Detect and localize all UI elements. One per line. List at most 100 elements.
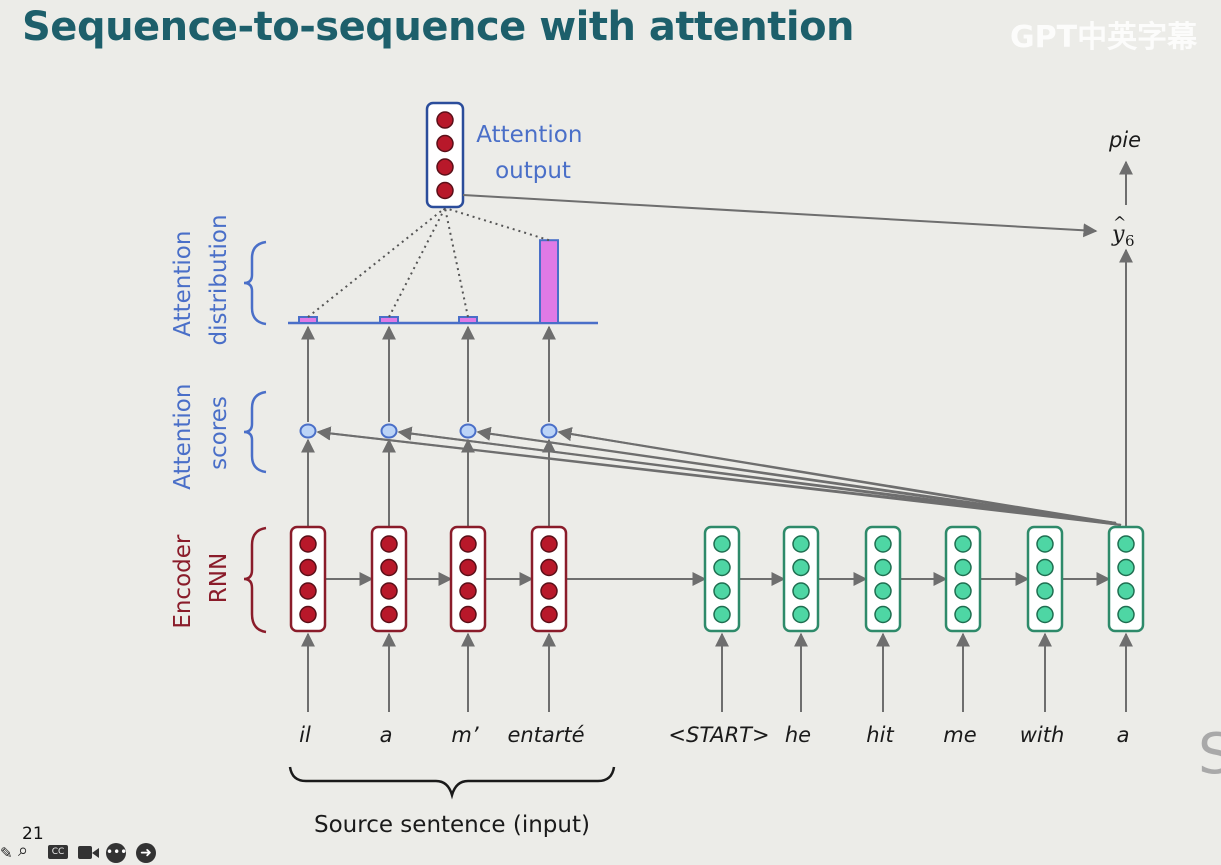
decoder-hidden-state-unit xyxy=(1117,582,1135,600)
source-word: a xyxy=(380,723,393,747)
target-word: <START> xyxy=(668,723,769,747)
decoder-hidden-state-unit xyxy=(1036,558,1054,577)
decoder-hidden-state-unit xyxy=(874,605,892,624)
svg-text:y: y xyxy=(1111,222,1125,247)
presentation-toolbar: ✎ ⌕ CC ••• ➜ xyxy=(0,828,170,863)
encoder-hidden-state-unit xyxy=(380,582,398,600)
attention-score-node xyxy=(540,423,558,439)
attention-scores-brace xyxy=(243,390,267,474)
decoder-hidden-state xyxy=(1107,525,1145,633)
decoder-hidden-state-unit xyxy=(874,535,892,553)
decoder-hidden-state-unit xyxy=(792,605,810,624)
source-word: entarté xyxy=(507,723,584,747)
encoder-hidden-state-unit xyxy=(540,582,558,600)
attention-weighted-sum-line xyxy=(444,207,469,318)
decoder-hidden-state-unit xyxy=(713,582,731,600)
attention-score-node xyxy=(299,423,317,439)
attention-scores-label: Attention scores xyxy=(170,376,232,489)
decoder-hidden-state xyxy=(1026,525,1064,633)
captions-icon[interactable]: CC xyxy=(48,845,68,859)
source-word: il xyxy=(299,723,311,747)
next-slide-edge-letter: S xyxy=(1198,722,1221,787)
output-word: pie xyxy=(1108,128,1141,152)
svg-text:6: 6 xyxy=(1125,232,1135,250)
attention-weighted-sum-line xyxy=(444,207,550,242)
encoder-hidden-state-unit xyxy=(459,558,477,577)
attention-output-vector xyxy=(425,101,465,209)
encoder-hidden-state xyxy=(449,525,487,633)
decoder-hidden-state-unit xyxy=(713,535,731,553)
decoder-hidden-state-unit xyxy=(1036,605,1054,624)
slide-number: 21 xyxy=(22,824,44,844)
attention-output-unit xyxy=(436,181,454,200)
encoder-hidden-state-unit xyxy=(540,535,558,553)
encoder-hidden-state-unit xyxy=(380,605,398,624)
slide-title: Sequence-to-sequence with attention xyxy=(22,4,855,50)
attention-weighted-sum-line xyxy=(307,207,446,318)
target-word: he xyxy=(785,723,811,747)
decoder-hidden-state-unit xyxy=(1117,605,1135,624)
encoder-hidden-state-unit xyxy=(459,605,477,624)
encoder-hidden-state-unit xyxy=(299,605,317,624)
decoder-hidden-state-unit xyxy=(874,558,892,577)
pen-icon[interactable]: ✎ xyxy=(0,844,13,862)
decoder-hidden-state-unit xyxy=(954,558,972,577)
encoder-hidden-state-unit xyxy=(299,582,317,600)
subtitle-watermark: GPT中英字幕 xyxy=(1010,20,1198,55)
encoder-hidden-state xyxy=(530,525,568,633)
attention-weight-bar xyxy=(379,316,399,324)
encoder-hidden-state-unit xyxy=(380,535,398,553)
decoder-hidden-state-unit xyxy=(874,582,892,600)
output-symbol: y ^ 6 xyxy=(1111,213,1135,250)
attention-distribution-label: Attention distribution xyxy=(170,214,232,345)
target-word: me xyxy=(943,723,976,747)
encoder-hidden-state-unit xyxy=(540,605,558,624)
encoder-hidden-state xyxy=(370,525,408,633)
zoom-icon[interactable]: ⌕ xyxy=(18,840,29,861)
encoder-hidden-state-unit xyxy=(380,558,398,577)
attention-score-node xyxy=(459,423,477,439)
source-sentence-label: Source sentence (input) xyxy=(314,812,590,838)
attention-score-node xyxy=(380,423,398,439)
encoder-hidden-state-unit xyxy=(459,582,477,600)
more-icon[interactable]: ••• xyxy=(106,843,127,863)
decoder-hidden-state xyxy=(944,525,982,633)
encoder-hidden-state-unit xyxy=(459,535,477,553)
target-word: a xyxy=(1117,723,1130,747)
decoder-hidden-state-unit xyxy=(792,582,810,600)
attention-weight-bar xyxy=(298,316,318,324)
decoder-hidden-state-unit xyxy=(792,558,810,577)
encoder-hidden-state xyxy=(289,525,327,633)
encoder-hidden-state-unit xyxy=(299,558,317,577)
decoder-to-score-arrow xyxy=(557,427,1122,526)
encoder-rnn-brace xyxy=(243,526,267,634)
attention-weight-bar xyxy=(539,239,559,324)
attention-output-unit xyxy=(436,158,454,176)
decoder-hidden-state xyxy=(864,525,902,633)
decoder-hidden-state-unit xyxy=(954,582,972,600)
target-word: with xyxy=(1020,723,1065,747)
decoder-hidden-state-unit xyxy=(1117,535,1135,553)
attention-output-to-prediction-arrow xyxy=(462,194,1098,238)
encoder-hidden-state-unit xyxy=(540,558,558,577)
camera-icon[interactable] xyxy=(78,846,92,859)
target-word: hit xyxy=(866,723,894,747)
decoder-hidden-state-unit xyxy=(792,535,810,553)
decoder-hidden-state-unit xyxy=(1117,558,1135,577)
next-icon[interactable]: ➜ xyxy=(136,843,156,863)
decoder-hidden-state-unit xyxy=(713,558,731,577)
decoder-hidden-state-unit xyxy=(1036,582,1054,600)
attention-output-unit xyxy=(436,111,454,129)
attention-weight-bar xyxy=(458,316,478,324)
decoder-hidden-state-unit xyxy=(1036,535,1054,553)
decoder-hidden-state-unit xyxy=(954,605,972,624)
encoder-rnn-label: Encoder RNN xyxy=(170,527,232,628)
attention-output-unit xyxy=(436,134,454,153)
decoder-hidden-state xyxy=(782,525,820,633)
source-word: m’ xyxy=(451,723,478,747)
attention-weighted-sum-line xyxy=(388,207,446,318)
decoder-hidden-state-unit xyxy=(954,535,972,553)
svg-text:^: ^ xyxy=(1113,213,1126,232)
attention-distribution-brace xyxy=(243,240,267,326)
